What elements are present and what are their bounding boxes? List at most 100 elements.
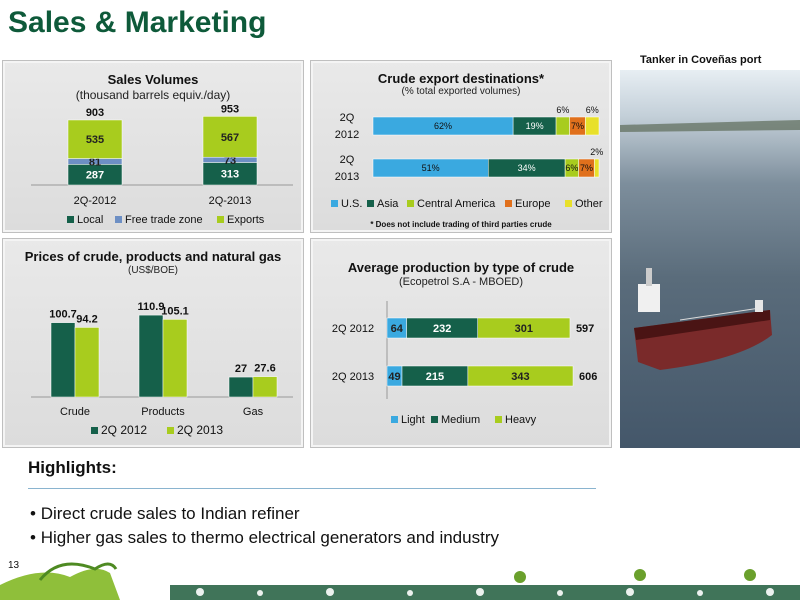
bar-segment	[467, 365, 574, 387]
x-tick-label: 2Q-2013	[209, 195, 252, 207]
tanker-ship-image	[620, 120, 800, 370]
data-label: 62%	[434, 121, 452, 131]
highlight-text: Higher gas sales to thermo electrical ge…	[40, 528, 499, 547]
legend-swatch	[367, 200, 374, 207]
data-label: 301	[515, 323, 533, 335]
total-label: 597	[576, 323, 594, 335]
y-tick-label: 2013	[335, 171, 359, 183]
x-tick-label: Gas	[243, 406, 264, 418]
chart-subtitle: (thousand barrels equiv./day)	[75, 88, 231, 102]
data-label: 6%	[556, 105, 569, 115]
legend-label: 2Q 2013	[177, 423, 223, 437]
bar	[162, 319, 188, 398]
bar-segment	[594, 158, 600, 178]
data-label: 7%	[571, 121, 584, 131]
highlights-divider	[28, 488, 596, 489]
data-label: 81	[89, 156, 101, 168]
data-label: 110.9	[138, 301, 165, 313]
sales-volumes-chart: 287 81 535 903 2Q-2012 313 73 567 953 2Q-2013 Loca…	[31, 103, 293, 226]
data-label: 64	[391, 323, 404, 335]
legend-label: Central America	[417, 198, 496, 210]
data-label: 105.1	[161, 305, 189, 317]
highlight-bullet: • Higher gas sales to thermo electrical …	[30, 528, 499, 547]
bar	[50, 322, 76, 398]
data-label: 51%	[422, 163, 440, 173]
prices-panel: Prices of crude, products and natural ga…	[2, 238, 304, 448]
data-label: 34%	[518, 163, 536, 173]
x-tick-label: Products	[141, 406, 185, 418]
legend-swatch	[565, 200, 572, 207]
bar-segment	[585, 116, 600, 136]
data-label: 7%	[580, 163, 593, 173]
x-tick-label: 2Q-2012	[74, 195, 117, 207]
y-tick-label: 2Q	[340, 154, 355, 166]
data-label: 100.7	[49, 309, 77, 321]
chart-subtitle: (% total exported volumes)	[401, 86, 521, 97]
chart-subtitle: (US$/BOE)	[127, 265, 178, 276]
data-label: 73	[224, 155, 236, 167]
legend-label: Exports	[227, 214, 265, 226]
legend-label: U.S.	[341, 198, 362, 210]
total-label: 903	[86, 107, 104, 119]
data-label: 287	[86, 170, 104, 182]
legend-swatch	[407, 200, 414, 207]
legend-swatch	[331, 200, 338, 207]
bar-segment	[477, 317, 571, 339]
legend-swatch	[115, 216, 122, 223]
data-label: 49	[388, 371, 400, 383]
data-label: 232	[433, 323, 451, 335]
legend-label: Heavy	[505, 414, 537, 426]
production-panel: Average production by type of crude (Eco…	[310, 238, 612, 448]
legend-swatch	[391, 416, 398, 423]
data-label: 535	[86, 134, 104, 146]
data-label: 567	[221, 132, 239, 144]
production-chart: 2Q 2012 64 232 301 597 2Q 2013 49 215 343 606 Ligh…	[332, 301, 597, 426]
bar	[74, 327, 100, 398]
sales-volumes-panel: Sales Volumes (thousand barrels equiv./d…	[2, 60, 304, 233]
photo-caption: Tanker in Coveñas port	[640, 54, 762, 66]
data-label: 343	[511, 371, 529, 383]
bar-segment	[67, 119, 123, 159]
legend-label: Free trade zone	[125, 214, 203, 226]
legend-swatch	[505, 200, 512, 207]
crude-export-panel: Crude export destinations* (% total expo…	[310, 60, 612, 233]
bar	[138, 314, 164, 398]
chart-title: Crude export destinations*	[377, 71, 545, 86]
data-label: 27	[235, 363, 247, 375]
page-number: 13	[8, 560, 20, 571]
highlight-bullet: • Direct crude sales to Indian refiner	[30, 504, 300, 523]
legend-swatch	[431, 416, 438, 423]
legend-swatch	[67, 216, 74, 223]
highlight-text: Direct crude sales to Indian refiner	[40, 504, 300, 523]
page-title: Sales & Marketing	[8, 6, 267, 39]
data-label: 27.6	[254, 363, 275, 375]
x-tick-label: Crude	[60, 406, 90, 418]
footer-pattern	[0, 562, 800, 600]
y-tick-label: 2012	[335, 129, 359, 141]
chart-subtitle: (Ecopetrol S.A - MBOED)	[398, 276, 524, 288]
legend-label: 2Q 2012	[101, 423, 147, 437]
y-tick-label: 2Q 2012	[332, 323, 374, 335]
legend-label: Europe	[515, 198, 550, 210]
y-tick-label: 2Q	[340, 112, 355, 124]
legend-swatch	[167, 427, 174, 434]
legend-swatch	[217, 216, 224, 223]
legend-label: Other	[575, 198, 603, 210]
legend-label: Light	[401, 414, 425, 426]
bar-segment	[555, 116, 570, 136]
data-label: 313	[221, 169, 239, 181]
legend-swatch	[495, 416, 502, 423]
legend-label: Local	[77, 214, 103, 226]
legend-swatch	[91, 427, 98, 434]
bar	[252, 376, 278, 398]
total-label: 606	[579, 371, 597, 383]
legend-label: Asia	[377, 198, 399, 210]
data-label: 94.2	[76, 313, 97, 325]
legend-label: Medium	[441, 414, 480, 426]
chart-title: Average production by type of crude	[347, 260, 575, 275]
data-label: 19%	[526, 121, 544, 131]
tanker-photo	[620, 70, 800, 448]
